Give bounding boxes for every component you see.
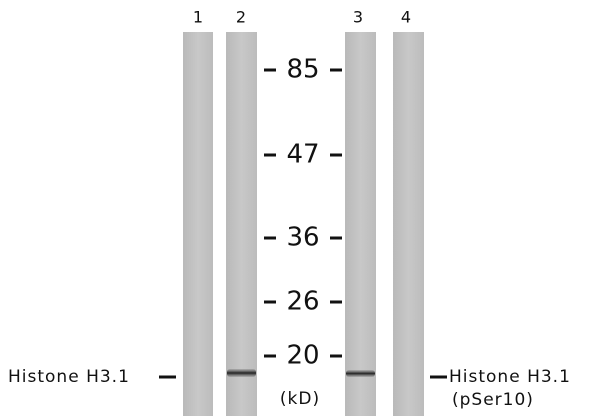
lane-number: 1: [193, 8, 203, 27]
band: [227, 369, 256, 377]
lane: [183, 32, 213, 416]
marker-label: 85: [286, 55, 319, 85]
lane: [226, 32, 257, 416]
marker-label: 20: [286, 341, 319, 371]
marker-label: 36: [286, 223, 319, 253]
right-label: Histone H3.1: [449, 367, 571, 387]
lane: [393, 32, 424, 416]
lane-number: 3: [353, 8, 363, 27]
unit-label: (kD): [280, 389, 320, 409]
lane-number: 4: [401, 8, 411, 27]
lane: [345, 32, 376, 416]
blot-figure: 1 2 3 4 85 47 36 26 20 (kD) Histone H3.1…: [0, 0, 600, 416]
marker-label: 47: [286, 140, 319, 170]
lane-number: 2: [236, 8, 246, 27]
left-label: Histone H3.1: [8, 367, 130, 387]
right-label-sub: (pSer10): [452, 390, 534, 410]
page: 1 2 3 4 85 47 36 26 20 (kD) Histone H3.1…: [0, 0, 600, 416]
band: [346, 370, 375, 377]
marker-label: 26: [286, 287, 319, 317]
